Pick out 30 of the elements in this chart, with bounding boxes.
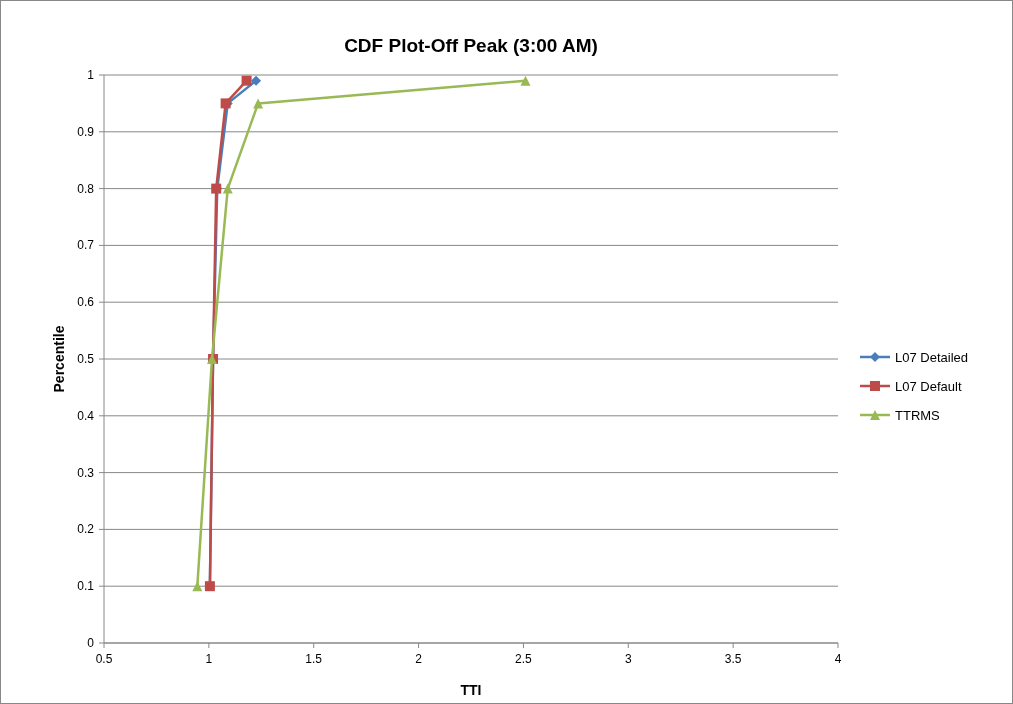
y-tick-label: 0.2 [77,522,95,537]
x-tick-label: 3 [624,652,632,666]
y-tick-label: 0 [87,636,95,650]
x-tick-label: 1.5 [305,652,323,666]
x-tick-label: 2 [415,652,423,666]
y-tick-label: 0.5 [77,352,95,366]
y-tick-label: 0.6 [77,295,95,310]
point [253,98,264,109]
point [192,581,203,592]
point [241,75,252,86]
y-tick-label: 0.9 [77,124,95,139]
chart-title: CDF Plot-Off Peak (3:00 AM) [344,35,598,56]
x-axis-title: TTI [460,682,482,698]
y-tick-label: 0.7 [77,238,95,253]
x-tick-label: 4 [834,652,842,666]
y-tick-label: 0.8 [77,181,95,196]
point [251,75,262,86]
x-tick-label: 2.5 [515,652,533,666]
x-tick-label: 1 [205,652,213,666]
point [520,75,531,86]
y-tick-label: 0.4 [77,408,95,423]
y-tick-label: 0.3 [77,465,95,480]
legend-label: L07 Default [895,379,962,394]
point [222,183,233,194]
legend-label: L07 Detailed [895,350,968,365]
y-tick-label: 0.1 [77,579,95,594]
y-axis-title: Percentile [51,325,67,393]
y-tick-label: 1 [87,68,95,82]
x-tick-label: 3.5 [724,652,742,666]
legend-label: TTRMS [895,408,941,423]
